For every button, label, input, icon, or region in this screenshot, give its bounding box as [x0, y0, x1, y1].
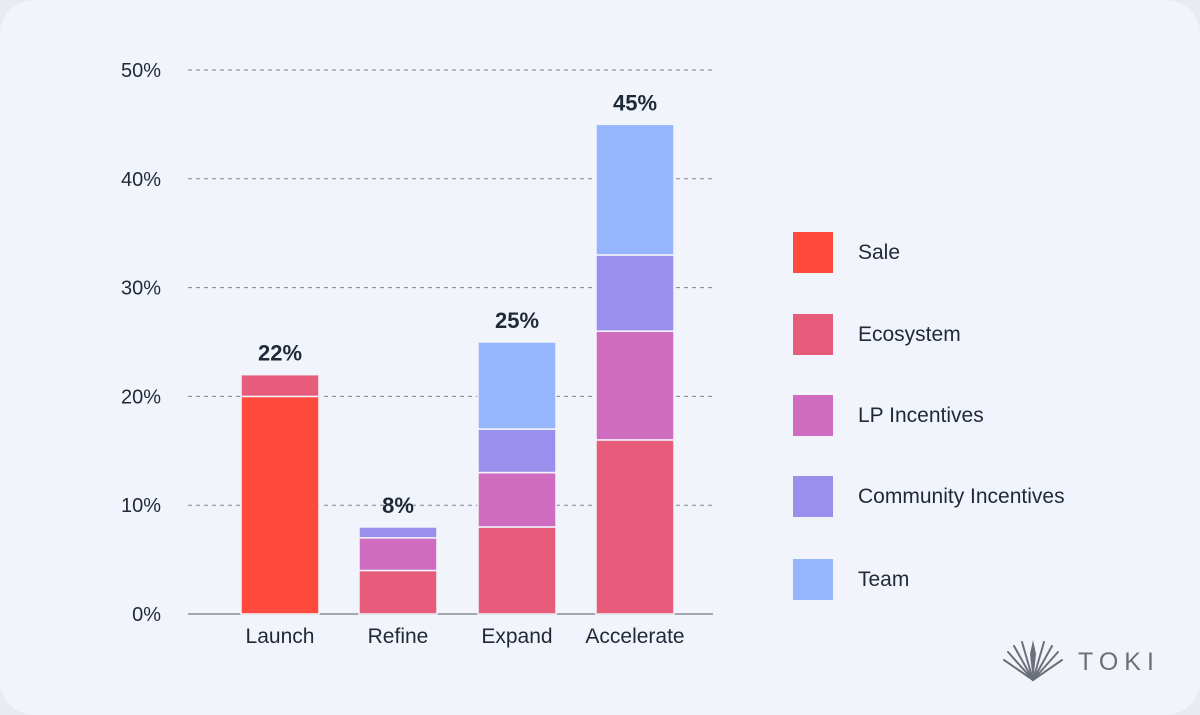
- bar-segment-ecosystem: [595, 439, 675, 615]
- bar-segment-lp-incentives: [477, 471, 557, 528]
- bar-segment-community-incentives: [595, 254, 675, 332]
- bar-total-label: 22%: [258, 341, 302, 366]
- bar-segment-sale: [240, 395, 320, 615]
- y-tick-label: 40%: [121, 169, 161, 191]
- bar-segment-ecosystem: [477, 526, 557, 615]
- bar-total-label: 45%: [613, 90, 657, 115]
- legend-item-team: Team: [793, 559, 1133, 600]
- x-tick-label: Accelerate: [585, 625, 684, 648]
- legend-label-community-incentives: Community Incentives: [858, 484, 1065, 508]
- bar-segment-ecosystem: [240, 373, 320, 398]
- legend-item-lp-incentives: LP Incentives: [793, 395, 1133, 436]
- legend-swatch-team: [793, 559, 833, 600]
- legend-swatch-sale: [793, 232, 833, 273]
- y-tick-label: 10%: [121, 495, 161, 517]
- bar-segment-team: [477, 341, 557, 430]
- legend-item-sale: Sale: [793, 232, 1133, 273]
- y-tick-label: 20%: [121, 386, 161, 408]
- bar-segment-community-incentives: [358, 526, 438, 539]
- x-tick-label: Refine: [368, 625, 429, 648]
- x-tick-label: Launch: [246, 625, 315, 648]
- legend-label-lp-incentives: LP Incentives: [858, 403, 984, 427]
- brand-name: TOKI: [1078, 647, 1160, 676]
- legend-label-team: Team: [858, 567, 910, 591]
- bar-total-label: 25%: [495, 308, 539, 333]
- legend-item-community-incentives: Community Incentives: [793, 476, 1133, 517]
- legend-swatch-ecosystem: [793, 314, 833, 355]
- bar-segment-lp-incentives: [358, 537, 438, 572]
- y-tick-label: 0%: [132, 604, 161, 626]
- legend-label-sale: Sale: [858, 240, 901, 264]
- bar-segment-team: [595, 123, 675, 256]
- bar-segment-lp-incentives: [595, 330, 675, 441]
- bar-segment-community-incentives: [477, 428, 557, 474]
- x-tick-label: Expand: [481, 625, 552, 648]
- y-tick-label: 50%: [121, 60, 161, 82]
- legend-swatch-community-incentives: [793, 476, 833, 517]
- bar-segment-ecosystem: [358, 569, 438, 615]
- legend-swatch-lp-incentives: [793, 395, 833, 436]
- bar-total-label: 8%: [382, 493, 414, 518]
- legend-item-ecosystem: Ecosystem: [793, 314, 1133, 355]
- brand-logo: TOKI: [1002, 640, 1160, 684]
- legend-label-ecosystem: Ecosystem: [858, 322, 961, 346]
- fan-emblem-icon: [1003, 640, 1063, 682]
- y-tick-label: 30%: [121, 278, 161, 300]
